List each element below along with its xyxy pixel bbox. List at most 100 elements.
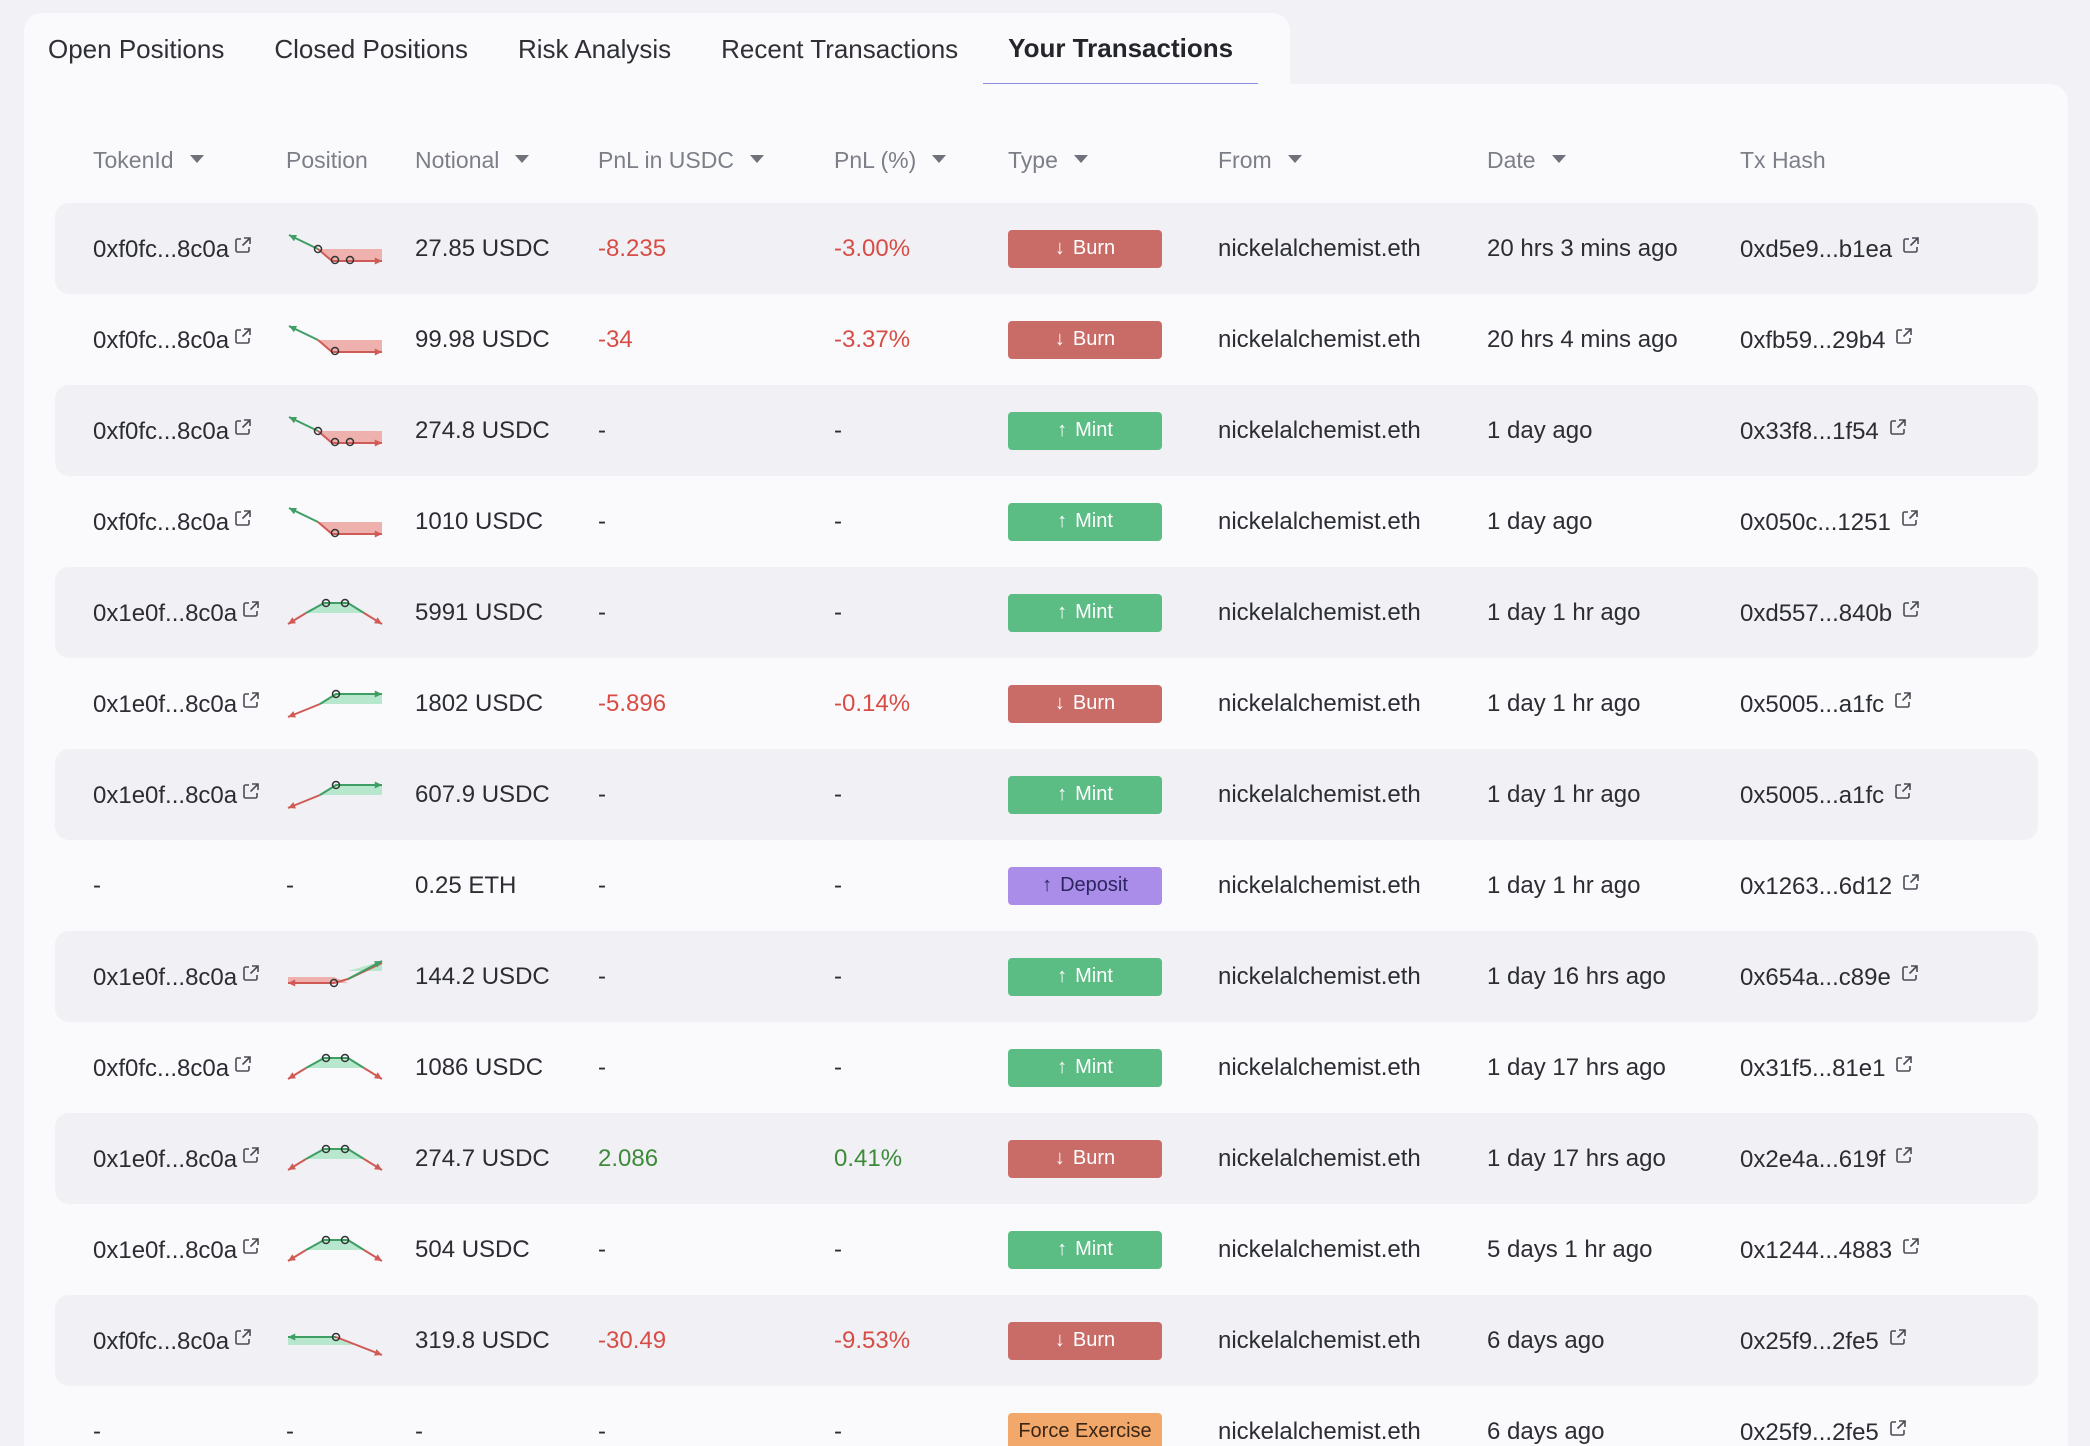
cell-tokenid[interactable]: 0xf0fc...8c0a <box>55 1022 285 1113</box>
external-link-icon[interactable] <box>242 1143 260 1171</box>
tx-hash-link[interactable]: 0xd5e9...b1ea <box>1740 236 1893 263</box>
cell-tokenid[interactable]: 0x1e0f...8c0a <box>55 1113 285 1204</box>
external-link-icon[interactable] <box>234 324 252 352</box>
cell-tokenid[interactable]: 0xf0fc...8c0a <box>55 476 285 567</box>
cell-tx-hash[interactable]: 0xfb59...29b4 <box>1739 294 2038 385</box>
table-row[interactable]: 0xf0fc...8c0a 27.85 USDC -8.235 -3.00% ↓ Burn… <box>55 203 2038 294</box>
tokenid-text[interactable]: 0xf0fc...8c0a <box>93 509 230 536</box>
table-row[interactable]: 0x1e0f...8c0a 1802 USDC -5.896 -0.14% ↓ Burn n… <box>55 658 2038 749</box>
external-link-icon[interactable] <box>242 961 260 989</box>
external-link-icon[interactable] <box>242 597 260 625</box>
cell-tx-hash[interactable]: 0x31f5...81e1 <box>1739 1022 2038 1113</box>
tx-hash-link[interactable]: 0x33f8...1f54 <box>1740 418 1879 445</box>
table-row[interactable]: 0x1e0f...8c0a 504 USDC - - ↑ Mint nickelalchem… <box>55 1204 2038 1295</box>
cell-tx-hash[interactable]: 0x1244...4883 <box>1739 1204 2038 1295</box>
table-row[interactable]: - - - - - Force Exercise nickelalchemist.eth 6 … <box>55 1386 2038 1446</box>
table-row[interactable]: 0xf0fc...8c0a 1010 USDC - - ↑ Mint nickelalche… <box>55 476 2038 567</box>
table-row[interactable]: 0xf0fc...8c0a 1086 USDC - - ↑ Mint nickelalche… <box>55 1022 2038 1113</box>
table-row[interactable]: 0xf0fc...8c0a 99.98 USDC -34 -3.37% ↓ Burn nic… <box>55 294 2038 385</box>
tx-hash-link[interactable]: 0x25f9...2fe5 <box>1740 1419 1879 1446</box>
tx-hash-link[interactable]: 0x25f9...2fe5 <box>1740 1328 1879 1355</box>
column-header-pnl-usdc[interactable]: PnL in USDC <box>597 117 833 203</box>
tab-closed-positions[interactable]: Closed Positions <box>274 33 468 64</box>
column-header-tokenid[interactable]: TokenId <box>55 117 285 203</box>
tx-hash-link[interactable]: 0x2e4a...619f <box>1740 1146 1886 1173</box>
tab-your-transactions[interactable]: Your Transactions <box>983 13 1259 85</box>
column-header-pnl-pct[interactable]: PnL (%) <box>833 117 1007 203</box>
cell-tx-hash[interactable]: 0x5005...a1fc <box>1739 658 2038 749</box>
tokenid-text[interactable]: 0xf0fc...8c0a <box>93 1328 230 1355</box>
table-row[interactable]: - - 0.25 ETH - - ↑ Deposit nickelalchemist.eth 1… <box>55 840 2038 931</box>
tokenid-text[interactable]: 0x1e0f...8c0a <box>93 782 238 809</box>
table-row[interactable]: 0xf0fc...8c0a 274.8 USDC - - ↑ Mint nickelalch… <box>55 385 2038 476</box>
tab-risk-analysis[interactable]: Risk Analysis <box>517 33 672 64</box>
tx-hash-link[interactable]: 0x1263...6d12 <box>1740 873 1893 900</box>
cell-tx-hash[interactable]: 0xd557...840b <box>1739 567 2038 658</box>
tx-hash-link[interactable]: 0x654a...c89e <box>1740 964 1891 991</box>
external-link-icon[interactable] <box>234 506 252 534</box>
column-header-date[interactable]: Date <box>1486 117 1739 203</box>
cell-tx-hash[interactable]: 0x33f8...1f54 <box>1739 385 2038 476</box>
external-link-icon[interactable] <box>1901 506 1919 534</box>
table-row[interactable]: 0x1e0f...8c0a 607.9 USDC - - ↑ Mint nickelalch… <box>55 749 2038 840</box>
external-link-icon[interactable] <box>242 1234 260 1262</box>
external-link-icon[interactable] <box>1889 1325 1907 1353</box>
tx-hash-link[interactable]: 0x1244...4883 <box>1740 1237 1893 1264</box>
tokenid-text[interactable]: 0xf0fc...8c0a <box>93 1055 230 1082</box>
external-link-icon[interactable] <box>234 415 252 443</box>
cell-tokenid[interactable]: 0xf0fc...8c0a <box>55 385 285 476</box>
external-link-icon[interactable] <box>234 233 252 261</box>
cell-tokenid[interactable]: 0x1e0f...8c0a <box>55 931 285 1022</box>
cell-tx-hash[interactable]: 0x5005...a1fc <box>1739 749 2038 840</box>
cell-tokenid[interactable]: 0x1e0f...8c0a <box>55 567 285 658</box>
column-header-type[interactable]: Type <box>1007 117 1217 203</box>
sort-caret-icon[interactable] <box>1551 155 1566 164</box>
external-link-icon[interactable] <box>1889 415 1907 443</box>
external-link-icon[interactable] <box>1901 961 1919 989</box>
tx-hash-link[interactable]: 0x5005...a1fc <box>1740 782 1885 809</box>
sort-caret-icon[interactable] <box>1073 155 1088 164</box>
tab-recent-transactions[interactable]: Recent Transactions <box>721 33 959 64</box>
sort-caret-icon[interactable] <box>1287 155 1302 164</box>
table-row[interactable]: 0x1e0f...8c0a 274.7 USDC 2.086 0.41% ↓ Burn ni… <box>55 1113 2038 1204</box>
column-header-notional[interactable]: Notional <box>414 117 597 203</box>
external-link-icon[interactable] <box>1895 1052 1913 1080</box>
tx-hash-link[interactable]: 0x050c...1251 <box>1740 509 1891 536</box>
external-link-icon[interactable] <box>242 688 260 716</box>
cell-tx-hash[interactable]: 0x2e4a...619f <box>1739 1113 2038 1204</box>
external-link-icon[interactable] <box>1894 688 1912 716</box>
external-link-icon[interactable] <box>1902 597 1920 625</box>
cell-tokenid[interactable]: 0xf0fc...8c0a <box>55 1295 285 1386</box>
tx-hash-link[interactable]: 0x31f5...81e1 <box>1740 1055 1886 1082</box>
cell-tx-hash[interactable]: 0x25f9...2fe5 <box>1739 1295 2038 1386</box>
external-link-icon[interactable] <box>234 1052 252 1080</box>
table-row[interactable]: 0x1e0f...8c0a 144.2 USDC - - ↑ Mint nickelalch… <box>55 931 2038 1022</box>
tokenid-text[interactable]: 0xf0fc...8c0a <box>93 327 230 354</box>
sort-caret-icon[interactable] <box>189 155 204 164</box>
external-link-icon[interactable] <box>1902 233 1920 261</box>
cell-tokenid[interactable]: 0x1e0f...8c0a <box>55 1204 285 1295</box>
column-header-from[interactable]: From <box>1217 117 1486 203</box>
cell-tx-hash[interactable]: 0x1263...6d12 <box>1739 840 2038 931</box>
external-link-icon[interactable] <box>242 779 260 807</box>
cell-tx-hash[interactable]: 0x25f9...2fe5 <box>1739 1386 2038 1446</box>
cell-tx-hash[interactable]: 0x050c...1251 <box>1739 476 2038 567</box>
external-link-icon[interactable] <box>1895 1143 1913 1171</box>
cell-tx-hash[interactable]: 0xd5e9...b1ea <box>1739 203 2038 294</box>
tokenid-text[interactable]: 0xf0fc...8c0a <box>93 418 230 445</box>
tokenid-text[interactable]: 0xf0fc...8c0a <box>93 236 230 263</box>
tab-open-positions[interactable]: Open Positions <box>48 33 225 64</box>
tokenid-text[interactable]: 0x1e0f...8c0a <box>93 691 238 718</box>
tokenid-text[interactable]: 0x1e0f...8c0a <box>93 600 238 627</box>
tx-hash-link[interactable]: 0xfb59...29b4 <box>1740 327 1886 354</box>
tokenid-text[interactable]: 0x1e0f...8c0a <box>93 1237 238 1264</box>
cell-tokenid[interactable]: 0x1e0f...8c0a <box>55 749 285 840</box>
cell-tokenid[interactable]: 0x1e0f...8c0a <box>55 658 285 749</box>
sort-caret-icon[interactable] <box>749 155 764 164</box>
cell-tx-hash[interactable]: 0x654a...c89e <box>1739 931 2038 1022</box>
tokenid-text[interactable]: 0x1e0f...8c0a <box>93 964 238 991</box>
external-link-icon[interactable] <box>1902 1234 1920 1262</box>
external-link-icon[interactable] <box>1894 779 1912 807</box>
table-row[interactable]: 0xf0fc...8c0a 319.8 USDC -30.49 -9.53% ↓ Burn… <box>55 1295 2038 1386</box>
external-link-icon[interactable] <box>1889 1416 1907 1444</box>
